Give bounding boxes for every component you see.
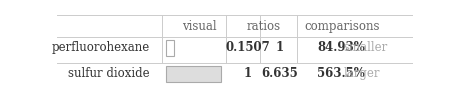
Text: visual: visual: [182, 20, 217, 32]
Text: perfluorohexane: perfluorohexane: [51, 42, 150, 54]
Text: 1: 1: [244, 67, 252, 80]
Text: 1: 1: [276, 42, 284, 54]
Text: ratios: ratios: [246, 20, 281, 32]
Text: 6.635: 6.635: [261, 67, 298, 80]
Text: smaller: smaller: [343, 42, 388, 54]
FancyBboxPatch shape: [166, 66, 221, 82]
Text: comparisons: comparisons: [304, 20, 380, 32]
Text: 563.5%: 563.5%: [317, 67, 365, 80]
Text: 0.1507: 0.1507: [225, 42, 270, 54]
FancyBboxPatch shape: [166, 40, 174, 56]
Text: 84.93%: 84.93%: [317, 42, 365, 54]
Text: sulfur dioxide: sulfur dioxide: [68, 67, 150, 80]
Text: larger: larger: [343, 67, 380, 80]
